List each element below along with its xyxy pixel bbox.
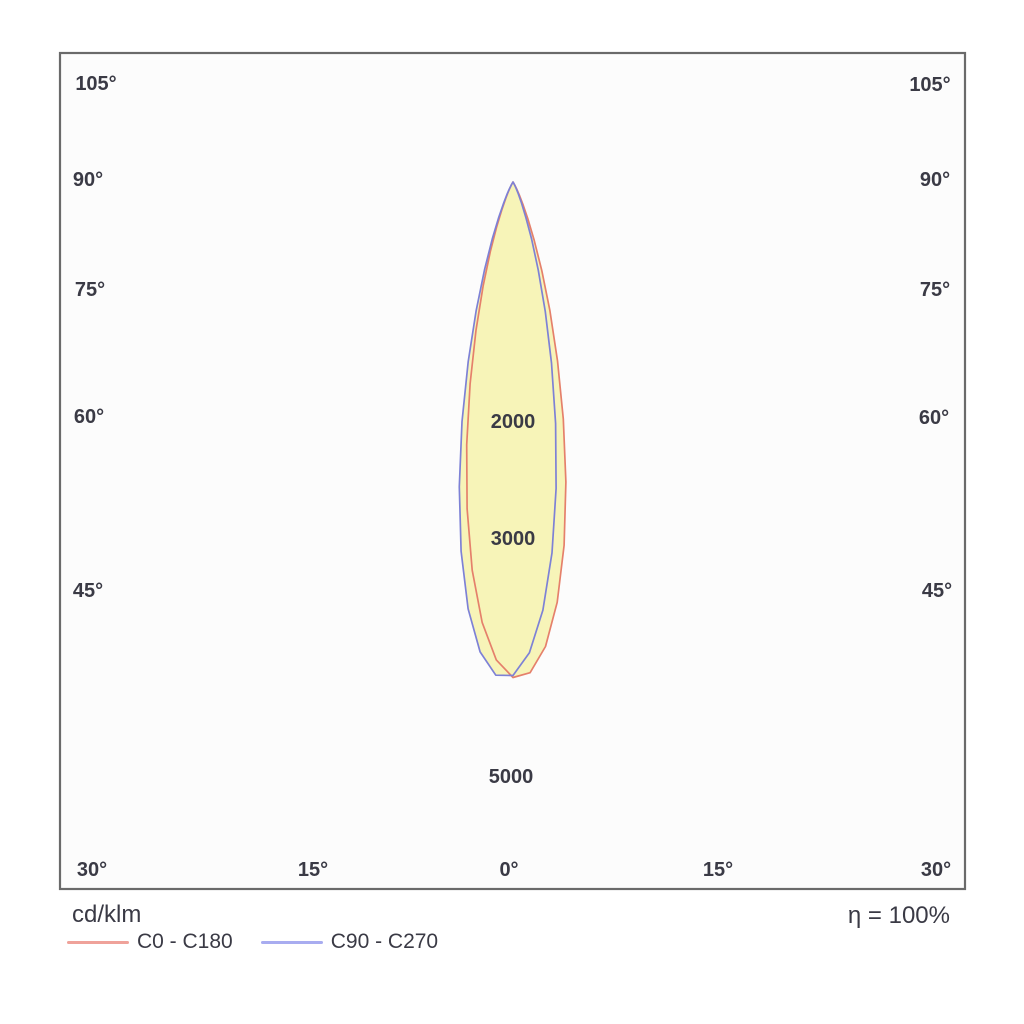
angle-label: 60° (919, 407, 949, 429)
ring-label-5000: 5000 (489, 766, 534, 788)
angle-label: 105° (75, 73, 116, 95)
angle-label-bg (70, 405, 108, 427)
angle-label-bg (916, 278, 954, 300)
angle-label-group: 15° (294, 858, 332, 881)
angle-label-bg (916, 168, 954, 190)
angle-label-bg (917, 858, 955, 880)
angle-label: 105° (909, 74, 950, 96)
angle-label-group: 60° (915, 406, 953, 429)
ring-label-3000: 3000 (491, 528, 536, 550)
angle-label: 45° (922, 580, 952, 602)
angle-label-bg (918, 579, 956, 601)
angle-label-group: 105° (905, 73, 955, 96)
angle-label: 30° (77, 859, 107, 881)
angle-label: 0° (499, 859, 518, 881)
efficiency-label: η = 100% (847, 902, 950, 929)
angle-label-bg (71, 72, 121, 94)
angle-label-bg (905, 73, 955, 95)
angle-label-bg (495, 858, 523, 880)
angle-label-bg (69, 579, 107, 601)
angle-label-bg (915, 406, 953, 428)
angle-label-group: 75° (71, 278, 109, 301)
angle-label-bg (73, 858, 111, 880)
angle-label-bg (294, 858, 332, 880)
angle-label-group: 105° (71, 72, 121, 95)
angle-label-group: 0° (495, 858, 523, 881)
angle-label-group: 60° (70, 405, 108, 428)
angle-label-group: 45° (918, 579, 956, 602)
beam-fill-1 (459, 182, 557, 676)
angle-label: 90° (73, 169, 103, 191)
angle-label-group: 90° (69, 168, 107, 191)
legend-line-c0-c180-icon (67, 940, 129, 944)
angle-label-group: 90° (916, 168, 954, 191)
angle-label-group: 30° (73, 858, 111, 881)
angle-label-group: 15° (699, 858, 737, 881)
angle-label: 15° (298, 859, 328, 881)
angle-label: 60° (74, 406, 104, 428)
legend-line-c90-c270-icon (260, 940, 323, 944)
angle-label: 30° (921, 859, 951, 881)
angle-label-group: 30° (917, 858, 955, 881)
legend-label-c90-c270: C90 - C270 (330, 930, 439, 953)
curve-C90-C270 (458, 181, 557, 677)
unit-label: cd/klm (72, 901, 142, 928)
angle-label: 45° (73, 580, 103, 602)
angle-label-bg (699, 858, 737, 880)
ring-label-2000: 2000 (491, 411, 536, 433)
legend: C0 - C180 C90 - C270 (67, 929, 438, 955)
angle-labels: 105° 90° 75° 60° 45° 30° 15° 0° 15° 30° 45° 60° 75° 9… (69, 72, 956, 881)
angle-label: 15° (703, 859, 733, 881)
beam-lobes-fill (459, 182, 566, 678)
angle-label: 75° (920, 279, 950, 301)
angle-label-bg (69, 168, 107, 190)
angle-label: 75° (75, 279, 105, 301)
angle-label-group: 75° (916, 278, 954, 301)
legend-label-c0-c180: C0 - C180 (137, 930, 233, 953)
angle-label: 90° (920, 169, 950, 191)
angle-label-group: 45° (69, 579, 107, 602)
angle-label-bg (71, 278, 109, 300)
